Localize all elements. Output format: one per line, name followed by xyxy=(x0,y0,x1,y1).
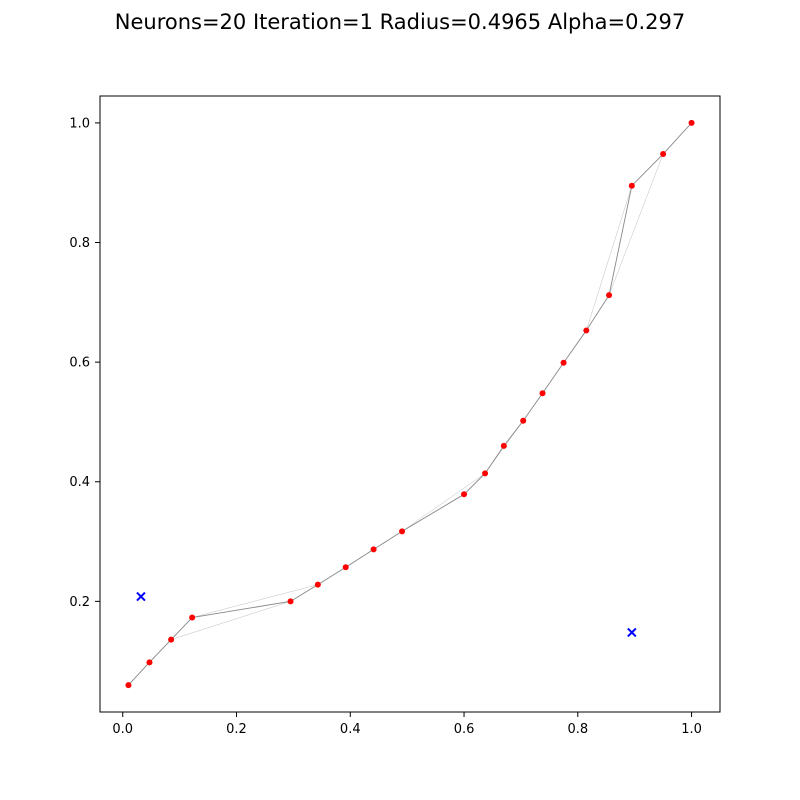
y-tick-label: 0.6 xyxy=(69,356,90,371)
connection-line xyxy=(345,548,374,568)
samples-layer xyxy=(136,591,637,638)
plot-frame xyxy=(99,95,721,713)
neuron-point xyxy=(125,682,132,689)
faint-connection-line xyxy=(192,584,318,618)
faint-connection-line xyxy=(401,473,486,532)
neuron-point xyxy=(628,182,635,189)
neuron-point xyxy=(539,390,546,397)
connections-layer xyxy=(128,122,692,686)
connection-line xyxy=(608,185,633,296)
sample-marker xyxy=(627,627,637,638)
neuron-point xyxy=(660,151,667,158)
y-tick-label: 0.8 xyxy=(69,236,90,251)
connection-line xyxy=(662,122,692,155)
neuron-point xyxy=(482,470,489,477)
neuron-point xyxy=(189,614,196,621)
connection-line xyxy=(542,362,564,394)
connection-line xyxy=(563,330,587,363)
neuron-point xyxy=(461,491,468,498)
neuron-point xyxy=(520,417,527,424)
connection-line xyxy=(373,531,403,550)
chart-title: Neurons=20 Iteration=1 Radius=0.4965 Alp… xyxy=(114,10,686,34)
connection-line xyxy=(463,473,486,495)
neuron-point xyxy=(688,119,695,126)
x-axis: 0.0 0.2 0.4 0.6 0.8 1.0 xyxy=(112,712,702,737)
neuron-point xyxy=(583,327,590,334)
connection-line xyxy=(128,662,150,686)
connection-line xyxy=(317,566,346,585)
y-axis: 0.2 0.4 0.6 0.8 1.0 xyxy=(69,116,100,610)
connection-line xyxy=(522,392,543,422)
x-tick-label: 0.2 xyxy=(226,722,247,737)
neuron-point xyxy=(500,442,507,449)
neuron-point xyxy=(146,659,153,666)
connection-line xyxy=(631,153,664,187)
y-tick-label: 1.0 xyxy=(69,116,90,131)
connection-line xyxy=(192,600,291,618)
neuron-point xyxy=(560,359,567,366)
connection-line xyxy=(290,584,319,602)
x-tick-label: 0.0 xyxy=(112,722,133,737)
neuron-point xyxy=(370,546,377,553)
connection-line xyxy=(585,294,610,331)
y-tick-label: 0.2 xyxy=(69,595,90,610)
neurons-layer xyxy=(125,119,695,689)
faint-connection-line xyxy=(586,185,633,331)
neuron-point xyxy=(342,564,349,571)
faint-connection-line xyxy=(171,601,291,640)
connection-line xyxy=(503,420,524,447)
x-tick-label: 0.8 xyxy=(567,722,588,737)
y-tick-label: 0.4 xyxy=(69,475,90,490)
neuron-point xyxy=(399,528,406,535)
connection-line xyxy=(149,639,172,663)
neuron-point xyxy=(314,581,321,588)
connection-line xyxy=(484,445,505,474)
sample-marker xyxy=(136,591,146,602)
x-tick-label: 0.6 xyxy=(454,722,475,737)
x-tick-label: 1.0 xyxy=(681,722,702,737)
faint-connection-line xyxy=(608,153,664,296)
neuron-point xyxy=(606,292,613,299)
connection-line xyxy=(401,493,465,532)
neuron-point xyxy=(168,636,175,643)
connection-line xyxy=(170,617,193,640)
neuron-point xyxy=(287,598,294,605)
x-tick-label: 0.4 xyxy=(340,722,361,737)
